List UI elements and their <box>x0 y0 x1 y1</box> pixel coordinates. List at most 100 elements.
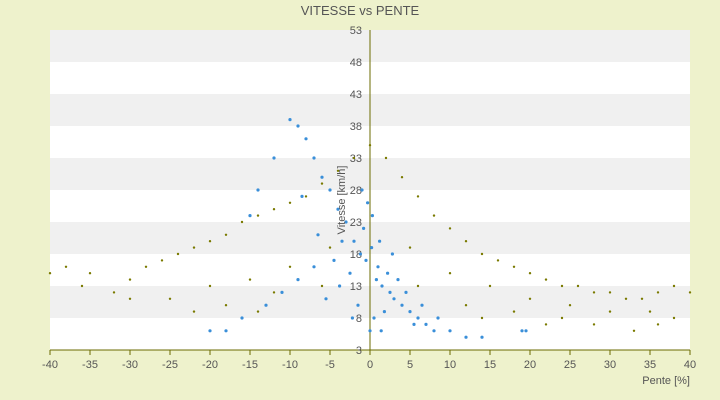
data-point-blue <box>208 329 212 333</box>
data-point-olive <box>384 156 388 160</box>
data-point-blue <box>358 252 362 256</box>
data-point-blue <box>350 316 354 320</box>
data-point-olive <box>480 252 484 256</box>
data-point-blue <box>396 278 400 282</box>
data-point-olive <box>144 265 148 268</box>
chart-title: VITESSE vs PENTE <box>301 3 420 18</box>
data-point-olive <box>408 246 412 249</box>
data-point-blue <box>368 329 372 333</box>
data-point-olive <box>512 310 516 313</box>
data-point-blue <box>404 290 408 294</box>
data-point-blue <box>296 124 300 128</box>
data-point-olive <box>416 284 420 288</box>
data-point-olive <box>624 297 628 300</box>
x-tick-label: 15 <box>484 359 496 371</box>
data-point-blue <box>448 329 452 333</box>
data-point-olive <box>464 304 468 307</box>
data-point-blue <box>240 316 244 320</box>
data-point-olive <box>496 259 500 262</box>
data-point-blue <box>366 201 370 205</box>
data-point-blue <box>362 226 366 230</box>
data-point-olive <box>272 291 276 294</box>
x-tick-label: 25 <box>564 359 576 371</box>
y-tick-label: 18 <box>350 249 362 261</box>
x-tick-label: 20 <box>524 359 536 371</box>
data-point-olive <box>528 272 532 275</box>
x-tick-label: 35 <box>644 359 656 371</box>
data-point-olive <box>464 240 468 243</box>
data-point-olive <box>528 297 532 300</box>
data-point-blue <box>382 310 386 314</box>
x-axis-label: Pente [%] <box>642 375 690 387</box>
data-point-olive <box>320 284 324 288</box>
data-point-olive <box>448 272 452 275</box>
data-point-blue <box>372 316 376 320</box>
data-point-olive <box>272 208 276 211</box>
data-point-blue <box>304 137 308 141</box>
data-point-blue <box>388 290 392 294</box>
y-tick-label: 43 <box>350 89 362 101</box>
data-point-olive <box>288 265 292 268</box>
data-point-olive <box>656 323 660 326</box>
data-point-blue <box>332 258 336 262</box>
data-point-olive <box>592 291 596 294</box>
data-point-blue <box>352 239 356 243</box>
data-point-blue <box>432 329 436 333</box>
data-point-blue <box>386 271 390 275</box>
data-point-olive <box>304 195 308 198</box>
data-point-olive <box>672 284 676 288</box>
data-point-blue <box>376 265 380 269</box>
data-point-olive <box>544 278 548 281</box>
data-point-olive <box>368 144 372 147</box>
x-tick-label: -25 <box>162 359 178 371</box>
data-point-olive <box>608 310 612 313</box>
x-tick-label: 0 <box>367 359 373 371</box>
data-point-olive <box>208 240 212 243</box>
data-point-olive <box>656 291 660 294</box>
data-point-olive <box>256 214 260 217</box>
data-point-blue <box>336 207 340 211</box>
data-point-olive <box>608 291 612 294</box>
data-point-olive <box>88 272 92 275</box>
data-point-olive <box>640 297 644 300</box>
x-tick-label: -15 <box>242 359 258 371</box>
data-point-blue <box>480 335 484 339</box>
data-point-olive <box>416 195 420 198</box>
data-points <box>48 118 692 339</box>
x-tick-label: -35 <box>82 359 98 371</box>
x-tick-label: 40 <box>684 359 696 371</box>
data-point-olive <box>240 220 244 224</box>
data-point-olive <box>128 278 132 281</box>
data-point-olive <box>224 233 228 236</box>
y-tick-label: 3 <box>356 345 362 357</box>
data-point-blue <box>420 303 424 307</box>
data-point-blue <box>316 233 320 237</box>
data-point-blue <box>344 220 348 224</box>
data-point-olive <box>568 304 572 307</box>
x-tick-label: -40 <box>42 359 58 371</box>
data-point-olive <box>112 291 116 294</box>
data-point-olive <box>64 265 68 268</box>
data-point-blue <box>272 156 276 160</box>
data-point-blue <box>328 188 332 192</box>
data-point-blue <box>320 175 324 179</box>
data-point-olive <box>336 169 340 172</box>
data-point-olive <box>208 284 212 288</box>
data-point-olive <box>48 272 52 275</box>
x-tick-label: 10 <box>444 359 456 371</box>
data-point-olive <box>320 182 324 185</box>
data-point-blue <box>390 252 394 256</box>
data-point-blue <box>370 214 374 218</box>
data-point-blue <box>312 156 316 160</box>
data-point-blue <box>520 329 524 333</box>
data-point-olive <box>576 284 580 288</box>
x-tick-label: -30 <box>122 359 138 371</box>
data-point-blue <box>348 271 352 275</box>
data-point-blue <box>338 284 342 288</box>
data-point-olive <box>448 227 452 230</box>
y-axis-label: Vitesse [km/h] <box>336 166 348 235</box>
data-point-blue <box>256 188 260 192</box>
